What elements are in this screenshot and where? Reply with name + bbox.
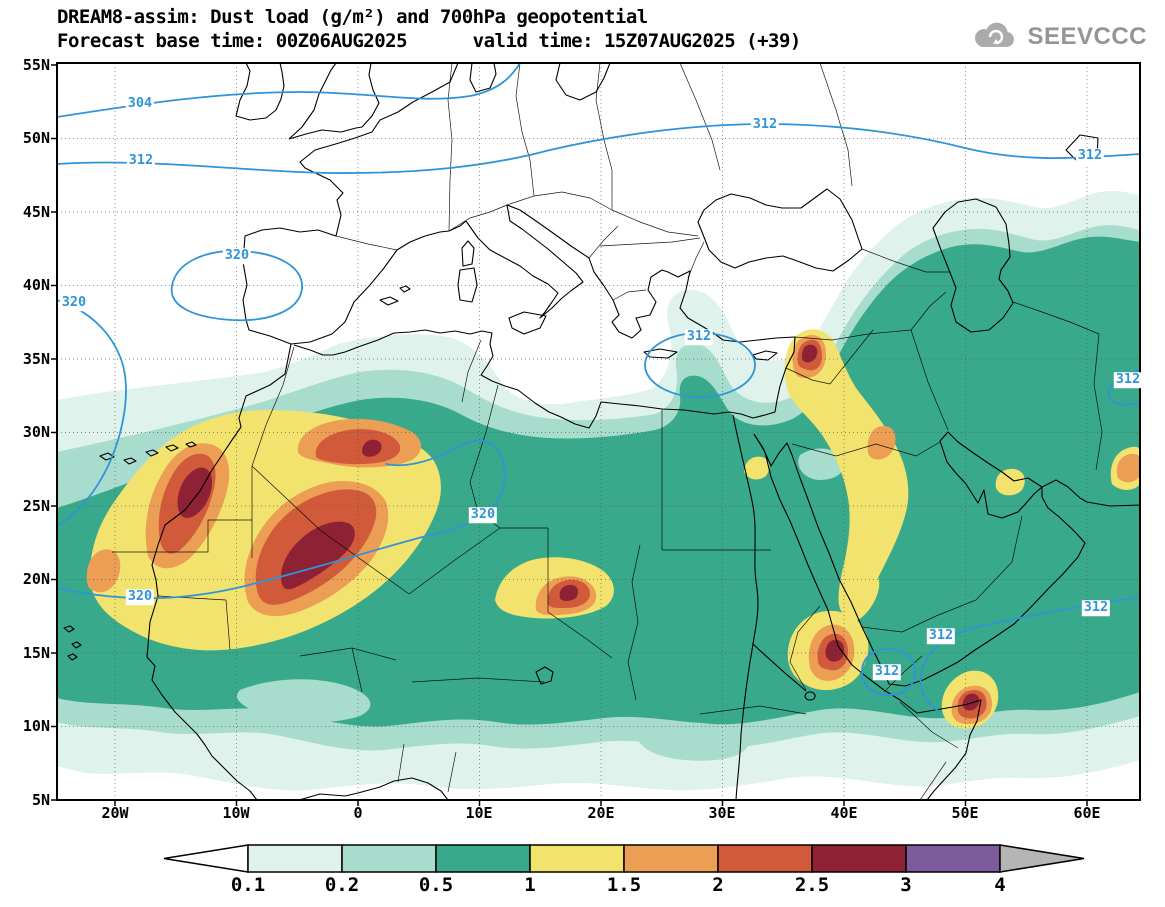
lat-tick-label: 40N [22,276,50,294]
colorbar-seg-0p5 [435,844,531,873]
colorbar-arrow-left [163,844,249,873]
colorbar-seg-0p2 [341,844,437,873]
lat-tick-label: 35N [22,350,50,368]
dust-layer-0p2-patches [236,448,844,761]
lat-tick-label: 20N [22,570,50,588]
colorbar-seg-1 [529,844,625,873]
lat-tick-label: 55N [22,56,50,74]
geopotential-label: 320 [125,588,155,605]
colorbar-label: 1 [524,874,536,896]
contour-320-iberia [170,250,303,322]
lon-tick-label: 20E [587,804,615,822]
lat-tick-label: 50N [22,129,50,147]
colorbar-seg-2 [717,844,813,873]
geopotential-label: 312 [1081,599,1111,616]
geopotential-label: 312 [750,116,780,133]
lat-tick-label: 45N [22,203,50,221]
geopotential-label: 304 [125,95,155,112]
colorbar [163,844,1085,873]
colorbar-label: 2 [712,874,724,896]
page-subtitle: Forecast base time: 00Z06AUG2025 valid t… [57,30,801,52]
geopotential-label: 312 [126,152,156,169]
geopotential-label: 312 [684,328,714,345]
colorbar-seg-1p5 [623,844,719,873]
lat-tick-label: 5N [31,791,50,809]
geopotential-label: 320 [222,247,252,264]
contour-312-horn [919,596,1140,713]
colorbar-label: 0.1 [230,874,266,896]
lat-tick-label: 30N [22,423,50,441]
lon-tick-label: 30E [708,804,736,822]
page-title: DREAM8-assim: Dust load (g/m²) and 700hP… [57,6,648,28]
contour-304 [57,63,521,118]
lat-tick-label: 10N [22,717,50,735]
lat-tick-label: 15N [22,644,50,662]
map-frame [51,62,1141,806]
gridlines [57,63,1140,800]
lon-tick-label: 60E [1073,804,1101,822]
lon-tick-label: 50E [951,804,979,822]
contour-312-med-loop [644,332,756,398]
colorbar-label: 2.5 [794,874,830,896]
geopotential-label: 312 [1113,371,1143,388]
colorbar-seg-0p1 [247,844,343,873]
colorbar-seg-3 [905,844,1001,873]
logo-text: SEEVCCC [1027,23,1147,50]
contour-320-africa [57,439,506,600]
colorbar-arrow-right [999,844,1085,873]
colorbar-label: 0.2 [324,874,360,896]
lon-tick-label: 0 [353,804,363,822]
colorbar-label: 4 [994,874,1006,896]
geopotential-label: 320 [59,294,89,311]
lon-tick-label: 20W [101,804,129,822]
geopotential-label: 320 [468,506,498,523]
cloud-icon [969,18,1021,56]
contour-312-main [57,123,1140,174]
colorbar-label: 3 [900,874,912,896]
colorbar-label: 0.5 [418,874,454,896]
seevccc-logo: SEEVCCC [969,18,1147,56]
lon-tick-label: 40E [830,804,858,822]
colorbar-label: 1.5 [606,874,642,896]
colorbar-seg-2p5 [811,844,907,873]
lon-tick-label: 10E [465,804,493,822]
lat-tick-label: 25N [22,497,50,515]
contour-320-atlantic [57,299,127,527]
dust-field [57,190,1140,791]
lon-tick-label: 10W [222,804,250,822]
country-borders [112,63,1103,800]
geopotential-label: 312 [1075,147,1105,164]
geopotential-label: 312 [926,627,956,644]
contour-312-horn-loop [861,648,916,696]
geopotential-label: 312 [872,663,902,680]
